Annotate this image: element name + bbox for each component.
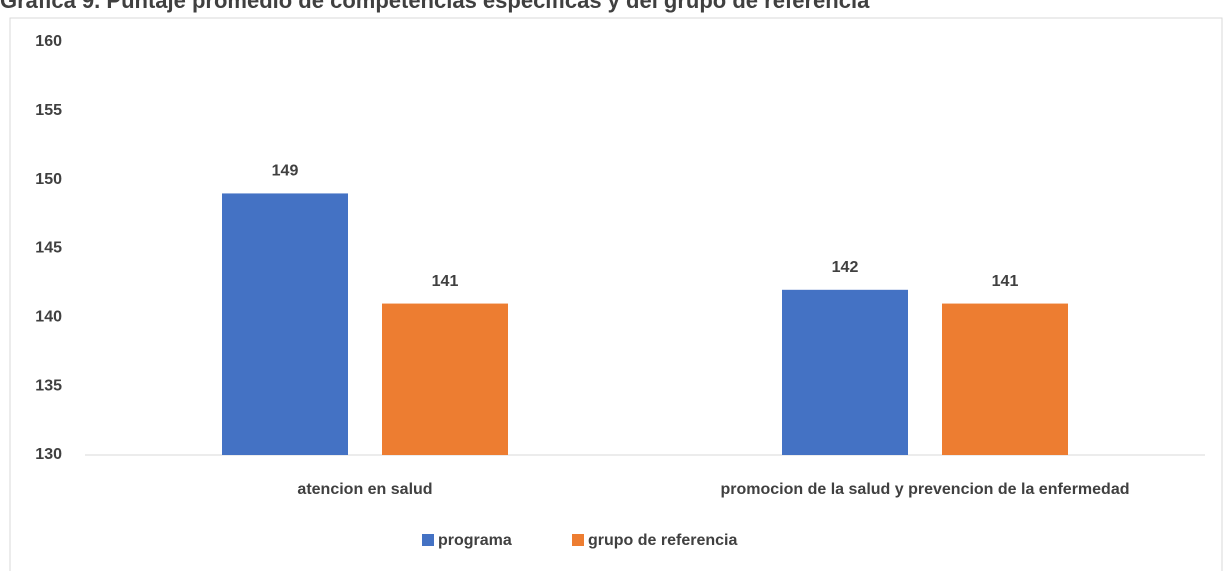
bar xyxy=(222,193,348,455)
y-tick-label: 140 xyxy=(35,309,62,326)
y-tick-label: 150 xyxy=(35,171,62,188)
legend-label: programa xyxy=(438,532,512,549)
bar xyxy=(942,303,1068,455)
legend-label: grupo de referencia xyxy=(588,532,737,549)
y-tick-label: 155 xyxy=(35,102,62,119)
legend-swatch xyxy=(572,534,584,546)
data-label: 141 xyxy=(432,273,459,290)
y-tick-label: 145 xyxy=(35,240,62,257)
bar xyxy=(382,303,508,455)
chart-title: Gráfica 9. Puntaje promedio de competenc… xyxy=(0,0,870,13)
y-tick-label: 130 xyxy=(35,446,62,463)
y-tick-label: 160 xyxy=(35,33,62,50)
data-label: 142 xyxy=(832,259,859,276)
chart-border xyxy=(9,17,1223,571)
data-label: 141 xyxy=(992,273,1019,290)
bar xyxy=(782,289,908,455)
y-tick-label: 135 xyxy=(35,377,62,394)
x-tick-label: promocion de la salud y prevencion de la… xyxy=(721,481,1130,498)
data-label: 149 xyxy=(272,163,299,180)
legend-swatch xyxy=(422,534,434,546)
x-tick-label: atencion en salud xyxy=(297,481,432,498)
